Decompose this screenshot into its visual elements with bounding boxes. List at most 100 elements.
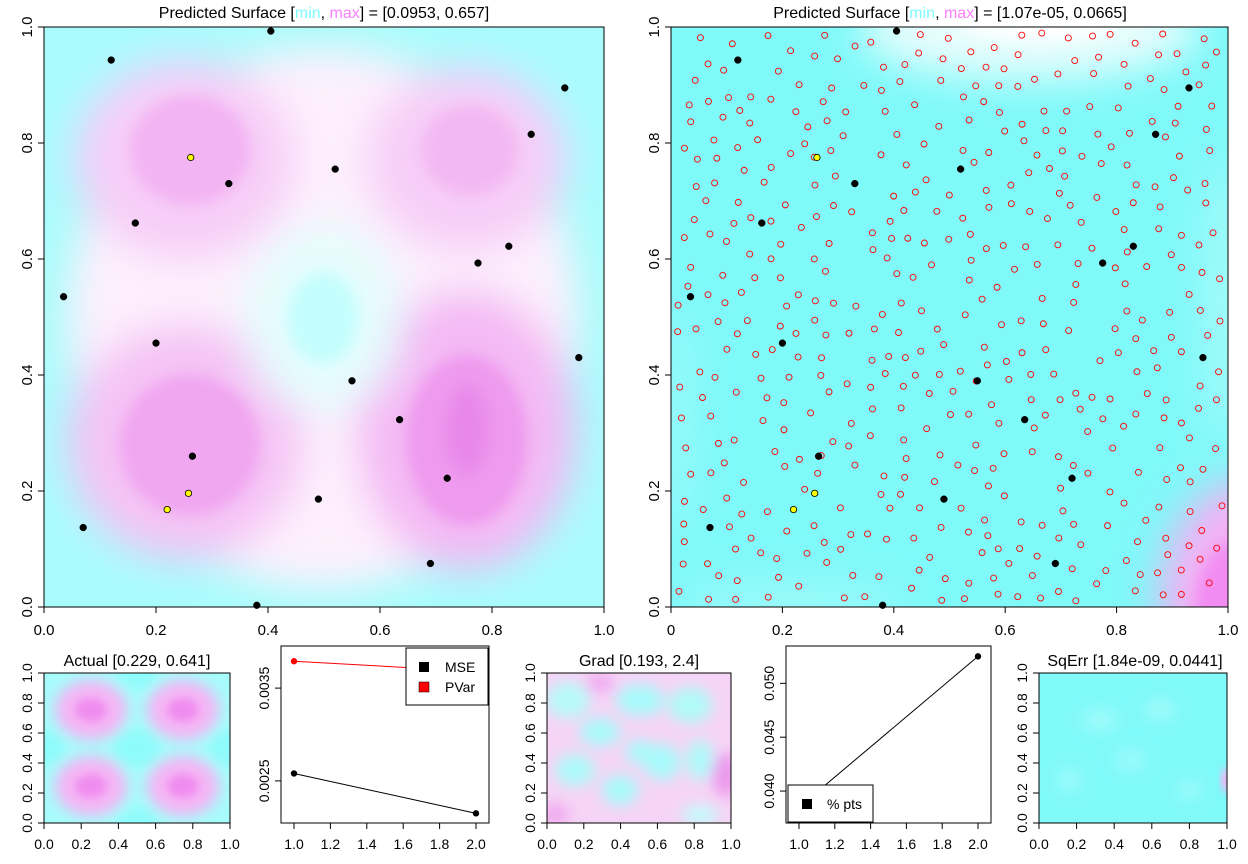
candidate-point (696, 368, 704, 376)
candidate-point (966, 230, 974, 238)
candidate-point (985, 149, 993, 156)
candidate-point (1071, 57, 1079, 64)
candidate-point (1132, 335, 1140, 343)
panel-title: Grad [0.193, 2.4] (579, 653, 699, 670)
candidate-point (725, 523, 733, 531)
candidate-point (1202, 125, 1210, 133)
candidate-point (897, 490, 905, 498)
candidate-point (1162, 534, 1170, 542)
candidate-point (881, 107, 889, 115)
panel-predicted-variance: Predicted Surface [min, max] = [1.07e-05… (646, 5, 1238, 639)
candidate-point (1026, 208, 1034, 215)
candidate-point (1030, 424, 1038, 432)
candidate-point (945, 191, 953, 199)
design-point (879, 601, 887, 609)
design-point (706, 523, 714, 532)
title-prefix: Predicted Surface (159, 5, 291, 22)
candidate-point (861, 593, 869, 601)
candidate-point (1086, 103, 1094, 110)
design-point (1051, 559, 1059, 568)
axes: 0.0 0.2 0.4 0.6 0.8 1.0 0.0 0.2 0.4 0.6 0.8 1.0 (19, 663, 240, 852)
candidate-point (1209, 229, 1217, 237)
candidate-point (1159, 30, 1167, 38)
y-tick-label: 1.0 (19, 17, 36, 38)
candidate-point (693, 155, 701, 163)
design-point (814, 452, 823, 460)
candidate-point (1218, 502, 1226, 510)
candidate-point (1206, 147, 1214, 155)
candidate-point (868, 229, 876, 237)
candidate-point (1025, 169, 1033, 177)
candidate-point (829, 299, 837, 307)
y-tick-label: 0.4 (646, 365, 663, 386)
candidate-point (1069, 461, 1077, 469)
y-tick-label: 0.4 (1014, 753, 1030, 773)
candidate-point (1177, 419, 1185, 427)
plot-frame (670, 26, 1229, 608)
x-tick-label: 0.8 (1106, 622, 1127, 639)
panel-mse-pvar: 1.0 1.2 1.4 1.6 1.8 2.0 0.0025 0.0035 MSE PVar (256, 645, 490, 852)
y-tick-label: 0.6 (646, 249, 663, 270)
candidate-point (1216, 317, 1224, 325)
candidate-point (982, 245, 990, 252)
x-tick-label: 0.6 (995, 622, 1016, 639)
candidate-point (917, 347, 925, 355)
candidate-point (720, 459, 728, 467)
candidate-point (1200, 35, 1208, 43)
x-tick-label: 1.6 (393, 836, 413, 852)
candidate-point (723, 494, 731, 502)
series-point (974, 653, 982, 660)
candidate-point (843, 380, 851, 388)
candidate-point (1166, 308, 1174, 316)
candidate-point (1178, 263, 1185, 271)
candidate-point (1070, 298, 1078, 306)
candidate-point (1109, 444, 1117, 452)
candidate-point (890, 192, 898, 200)
candidate-point (679, 560, 687, 568)
candidate-point (830, 202, 837, 209)
y-tick-label: 0.0 (646, 597, 663, 618)
candidate-point (1126, 129, 1133, 137)
candidate-point (711, 179, 719, 187)
candidate-point (1089, 32, 1096, 40)
candidate-point (821, 31, 829, 39)
title-max-word: max (944, 5, 974, 22)
candidate-point (1097, 160, 1105, 168)
candidate-point (675, 587, 683, 595)
candidate-point (1018, 349, 1026, 357)
candidate-point (1014, 51, 1022, 59)
candidate-point (909, 273, 917, 281)
candidate-point (825, 388, 833, 396)
candidate-point (1077, 541, 1085, 549)
candidate-point (878, 310, 886, 318)
candidate-point (719, 113, 727, 121)
design-point (758, 219, 766, 227)
candidate-point (702, 197, 710, 205)
y-tick-label: 0.0 (19, 597, 36, 618)
candidate-point (767, 255, 775, 263)
y-tick-label: 0.2 (646, 481, 663, 502)
candidate-point (1177, 590, 1185, 598)
candidate-point (1070, 520, 1078, 528)
design-point (314, 495, 323, 503)
design-point (505, 242, 513, 250)
panel-title: Actual [0.229, 0.641] (64, 653, 211, 670)
design-point (131, 219, 139, 227)
plot-frame (43, 672, 231, 824)
panel-title: Predicted Surface [min, max] = [0.0953, … (159, 5, 489, 22)
candidate-point (714, 318, 722, 326)
y-tick-label: 0.2 (19, 783, 35, 803)
candidate-point (837, 545, 845, 553)
candidate-point (868, 356, 876, 364)
panel-pct-pts: 1.0 1.2 1.4 1.6 1.8 2.0 0.040 0.045 0.050 % pts (761, 645, 992, 852)
candidate-point (984, 532, 992, 540)
candidate-point (1142, 516, 1150, 524)
candidate-point (1001, 127, 1009, 135)
candidate-point (947, 411, 954, 418)
y-tick-label: 0.6 (19, 249, 36, 270)
axes: 1.0 1.2 1.4 1.6 1.8 2.0 0.0025 0.0035 (256, 666, 486, 852)
candidate-point (1088, 393, 1096, 401)
candidate-point (707, 469, 715, 477)
candidate-point (684, 282, 692, 290)
candidate-point (915, 566, 923, 574)
